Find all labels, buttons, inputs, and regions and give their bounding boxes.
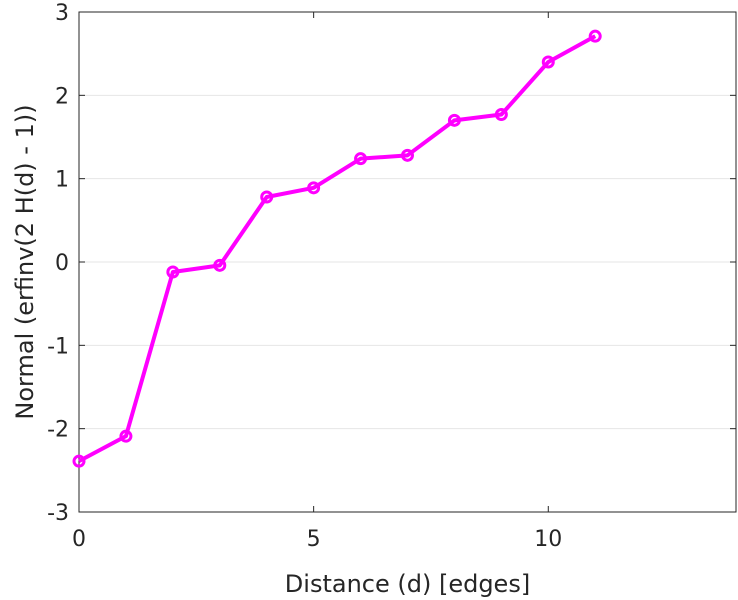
data-point	[494, 108, 508, 121]
data-point	[307, 181, 321, 195]
x-tick-label: 0	[72, 527, 86, 552]
y-tick-label: 0	[55, 251, 69, 276]
x-tick-label: 10	[534, 527, 562, 552]
data-point	[354, 152, 368, 166]
data-point	[72, 454, 86, 468]
y-tick-label: 2	[55, 84, 69, 109]
data-point	[447, 113, 461, 127]
data-point	[541, 55, 555, 69]
axes: -3 -2 -1 0 1 2 3 0 5 10	[47, 1, 737, 552]
data-point	[588, 29, 602, 43]
y-tick-label: 3	[55, 1, 69, 26]
x-axis-label: Distance (d) [edges]	[285, 570, 530, 598]
data-point	[213, 258, 227, 272]
data-point	[166, 265, 180, 279]
data-point	[260, 190, 274, 204]
y-tick-label: -2	[47, 418, 69, 443]
data-point	[119, 429, 133, 443]
y-tick-label: 1	[55, 168, 69, 193]
y-axis-label: Normal (erfinv(2 H(d) - 1))	[11, 104, 39, 419]
series-layer	[72, 29, 602, 468]
grid	[79, 94, 736, 430]
series-line	[78, 34, 597, 463]
data-point	[401, 148, 414, 162]
y-tick-label: -1	[47, 334, 69, 359]
x-tick-label: 5	[307, 527, 321, 552]
y-tick-label: -3	[47, 501, 69, 526]
